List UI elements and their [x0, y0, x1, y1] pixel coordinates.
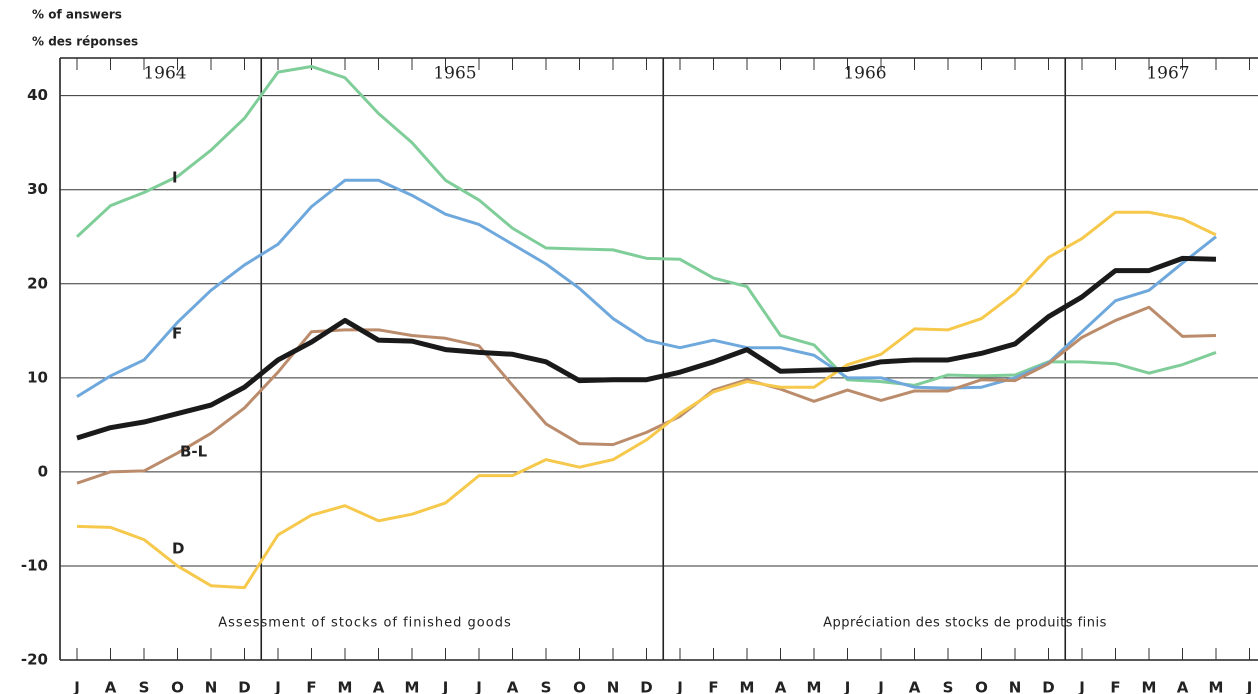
- y-tick-label: 40: [27, 86, 48, 104]
- y-tick-label: 30: [27, 180, 48, 198]
- x-tick-label: S: [139, 679, 150, 694]
- series-line: [75, 64, 1217, 387]
- y-tick-label: -20: [21, 651, 48, 669]
- x-tick-label: J: [1246, 679, 1253, 694]
- x-tick-label: A: [909, 679, 921, 694]
- x-tick-label: J: [442, 679, 449, 694]
- x-tick-label: F: [708, 679, 718, 694]
- x-tick-label: A: [373, 679, 385, 694]
- year-label: 1967: [1146, 64, 1189, 84]
- x-tick-label: J: [844, 679, 851, 694]
- y-tick-label: 0: [38, 462, 48, 480]
- x-tick-label: M: [1209, 679, 1224, 694]
- x-tick-label: J: [676, 679, 683, 694]
- y-label-fr: % des réponses: [32, 35, 138, 49]
- y-tick-label: 20: [27, 274, 48, 292]
- x-tick-label: M: [405, 679, 420, 694]
- year-label: 1964: [143, 64, 186, 84]
- annotation-fr: Appréciation des stocks de produits fini…: [823, 616, 1107, 631]
- x-tick-label: M: [1142, 679, 1157, 694]
- x-tick-label: S: [541, 679, 552, 694]
- series-line: [76, 305, 1217, 485]
- x-tick-label: N: [1009, 679, 1022, 694]
- y-tick-label: 10: [27, 368, 48, 386]
- series-label: D: [172, 540, 184, 558]
- x-tick-label: O: [975, 679, 988, 694]
- x-tick-label: O: [171, 679, 184, 694]
- x-tick-label: J: [1078, 679, 1085, 694]
- x-tick-label: F: [306, 679, 316, 694]
- x-tick-label: A: [1177, 679, 1189, 694]
- x-tick-label: A: [105, 679, 117, 694]
- x-tick-label: N: [607, 679, 620, 694]
- x-tick-label: M: [807, 679, 822, 694]
- x-tick-label: F: [1110, 679, 1120, 694]
- x-tick-label: J: [475, 679, 482, 694]
- x-tick-label: A: [775, 679, 787, 694]
- x-tick-label: S: [943, 679, 954, 694]
- series-label: F: [172, 325, 182, 343]
- year-label: 1966: [843, 64, 886, 84]
- x-tick-label: N: [205, 679, 218, 694]
- x-tick-label: A: [507, 679, 519, 694]
- series-line: [76, 178, 1217, 398]
- x-tick-label: J: [877, 679, 884, 694]
- x-tick-label: J: [274, 679, 281, 694]
- x-tick-label: O: [573, 679, 586, 694]
- x-tick-label: D: [640, 679, 652, 694]
- x-tick-label: M: [740, 679, 755, 694]
- x-tick-label: D: [238, 679, 250, 694]
- annotation-en: Assessment of stocks of finished goods: [218, 616, 511, 631]
- y-label-en: % of answers: [32, 8, 122, 22]
- series-label: I: [172, 169, 178, 187]
- year-label: 1965: [433, 64, 476, 84]
- x-tick-label: M: [338, 679, 353, 694]
- series-line: [76, 210, 1217, 590]
- y-tick-label: -10: [21, 556, 48, 574]
- series-label: B-L: [180, 443, 208, 461]
- x-tick-label: D: [1042, 679, 1054, 694]
- series-line: [76, 255, 1217, 441]
- x-tick-label: J: [73, 679, 80, 694]
